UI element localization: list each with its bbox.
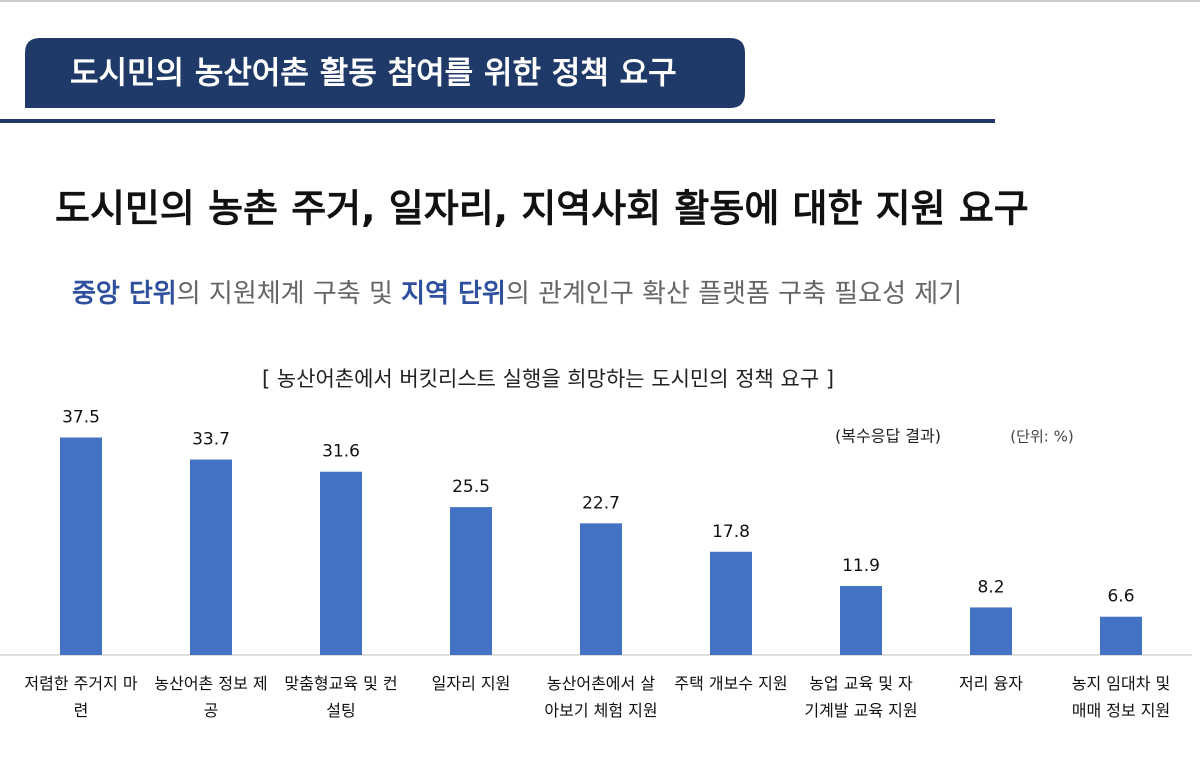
chart-note: (복수응답 결과): [835, 427, 941, 446]
x-tick-label: 농산어촌에서 살아보기 체험 지원: [544, 674, 658, 720]
x-tick-label: 저렴한 주거지 마련: [24, 674, 138, 720]
subtitle-text: 의 지원체계 구축 및: [177, 279, 401, 309]
subtitle-emphasis: 중앙 단위: [72, 279, 177, 309]
x-tick-label: 저리 융자: [959, 674, 1023, 693]
value-label: 33.7: [192, 430, 230, 450]
value-label: 17.8: [712, 522, 750, 542]
value-label: 22.7: [582, 493, 620, 513]
unit-note: (단위: %): [1010, 428, 1073, 446]
value-label: 37.5: [62, 408, 100, 428]
bar: [1100, 616, 1142, 655]
bar: [580, 523, 622, 655]
header-bar: [25, 38, 745, 108]
subtitle: 중앙 단위의 지원체계 구축 및 지역 단위의 관계인구 확산 플랫폼 구축 필…: [72, 279, 962, 309]
x-tick-label: 농지 임대차 및 매매 정보 지원: [1071, 674, 1171, 720]
x-tick-label: 맞춤형교육 및 컨설팅: [284, 674, 398, 720]
value-label: 8.2: [977, 577, 1004, 597]
value-label: 11.9: [842, 556, 880, 576]
subtitle-emphasis: 지역 단위: [401, 279, 506, 309]
bar: [970, 607, 1012, 655]
bar: [190, 459, 232, 655]
chart-title: [ 농산어촌에서 버킷리스트 실행을 희망하는 도시민의 정책 요구 ]: [262, 367, 834, 391]
value-label: 6.6: [1107, 587, 1134, 607]
x-tick-label: 일자리 지원: [431, 674, 511, 693]
value-label: 31.6: [322, 442, 360, 462]
x-tick-label: 주택 개보수 지원: [674, 674, 788, 693]
headline: 도시민의 농촌 주거, 일자리, 지역사회 활동에 대한 지원 요구: [55, 187, 1029, 231]
bar: [60, 437, 102, 655]
x-tick-label: 농산어촌 정보 제공: [154, 674, 268, 720]
subtitle-text: 의 관계인구 확산 플랫폼 구축 필요성 제기: [506, 279, 962, 309]
bar: [450, 507, 492, 655]
bar: [840, 585, 882, 655]
bar: [320, 471, 362, 655]
bar: [710, 551, 752, 655]
value-label: 25.5: [452, 477, 490, 497]
x-tick-label: 농업 교육 및 자기계발 교육 지원: [804, 674, 918, 720]
header-title: 도시민의 농산어촌 활동 참여를 위한 정책 요구: [70, 56, 677, 92]
